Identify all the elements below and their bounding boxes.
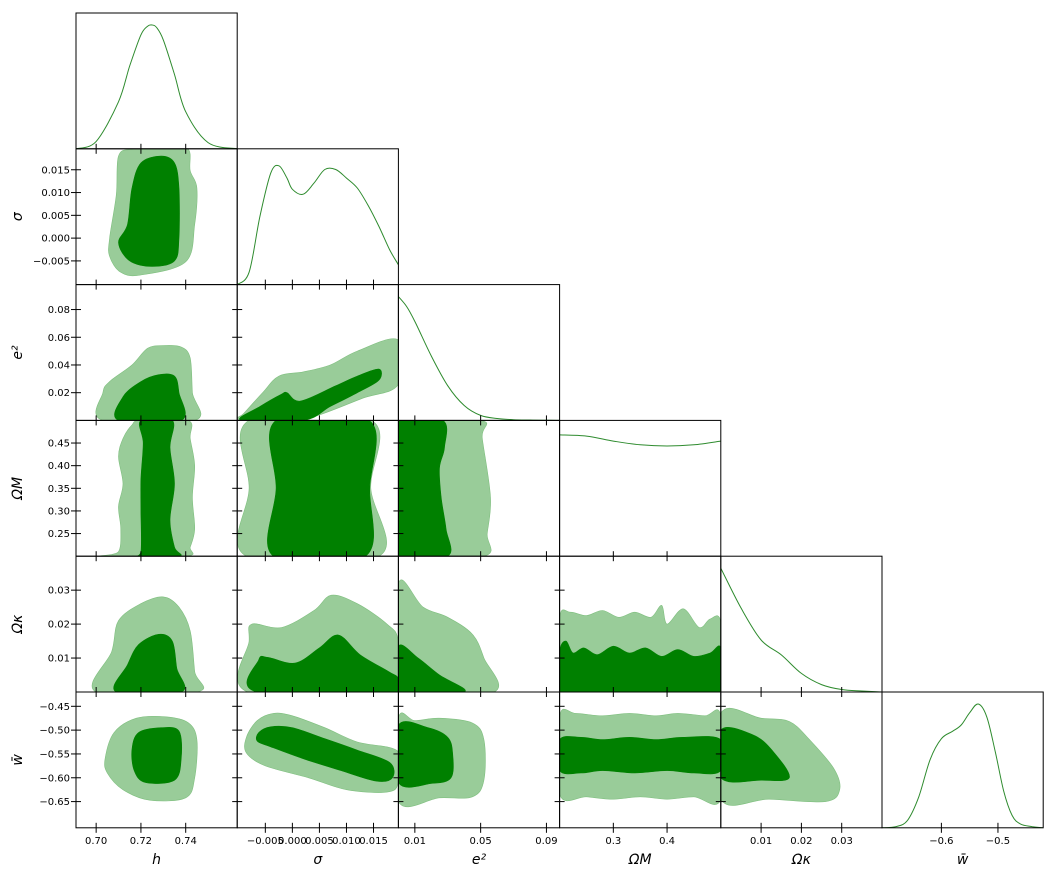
x-tick-label: −0.005 xyxy=(247,836,284,847)
contour-inner-region xyxy=(131,727,183,784)
x-tick-label: 0.03 xyxy=(831,836,853,847)
y-tick-label: 0.000 xyxy=(41,234,70,245)
panel-frame xyxy=(75,12,238,150)
y-tick-label: −0.50 xyxy=(39,726,70,737)
contour-sigma-vs-h xyxy=(108,148,198,277)
panel-frame xyxy=(559,419,722,557)
y-axis-label-omega_k: Ωκ xyxy=(10,614,26,635)
panel-frame xyxy=(397,284,561,421)
marginal-e2 xyxy=(398,296,560,421)
y-tick-label: 0.010 xyxy=(41,188,70,199)
y-tick-label: −0.45 xyxy=(39,702,70,713)
x-tick-label: 0.01 xyxy=(750,836,772,847)
contour-inner-region xyxy=(246,634,399,693)
y-tick-label: 0.35 xyxy=(48,484,70,495)
contour-inner-region xyxy=(559,736,721,775)
x-tick-label: 0.000 xyxy=(278,836,307,847)
contour-omega_k-vs-e2 xyxy=(398,579,500,693)
contour-w-vs-omega_k xyxy=(720,707,841,806)
contour-omega_m-vs-e2 xyxy=(398,420,492,557)
y-tick-label: 0.02 xyxy=(48,620,70,631)
x-axis-label-h: h xyxy=(152,852,161,868)
contour-w-vs-sigma xyxy=(244,712,399,793)
contour-inner-region xyxy=(239,368,382,421)
contour-e2-vs-sigma xyxy=(237,338,399,421)
contour-inner-region xyxy=(267,420,377,557)
y-tick-label: −0.005 xyxy=(33,256,70,267)
contour-inner-region xyxy=(118,155,180,267)
panel-frame xyxy=(881,691,1044,829)
y-tick-label: −0.60 xyxy=(39,773,70,784)
contour-e2-vs-h xyxy=(95,345,202,421)
y-tick-label: 0.01 xyxy=(48,654,70,665)
y-tick-label: 0.25 xyxy=(48,529,70,540)
x-tick-label: 0.05 xyxy=(470,836,492,847)
y-tick-label: 0.06 xyxy=(48,333,70,344)
y-tick-label: 0.015 xyxy=(41,165,70,176)
x-tick-label: 0.74 xyxy=(175,836,197,847)
y-tick-label: 0.08 xyxy=(48,305,70,316)
contour-w-vs-omega_m xyxy=(559,708,721,805)
marginal-omega_m xyxy=(559,434,721,447)
marginal-h xyxy=(76,24,238,149)
contour-omega_k-vs-omega_m xyxy=(559,605,721,693)
x-tick-label: −0.5 xyxy=(986,836,1010,847)
x-tick-label: 0.02 xyxy=(790,836,812,847)
x-axis-label-sigma: σ xyxy=(313,852,323,868)
y-tick-label: 0.30 xyxy=(48,506,70,517)
marginal-sigma xyxy=(237,164,399,285)
y-axis-label-omega_m: ΩM xyxy=(10,477,26,501)
x-tick-label: 0.01 xyxy=(404,836,426,847)
y-tick-label: 0.02 xyxy=(48,388,70,399)
contour-inner-region xyxy=(255,725,395,782)
y-axis-label-w: w̄ xyxy=(10,754,26,766)
contour-omega_m-vs-h xyxy=(99,420,196,557)
x-tick-label: 0.3 xyxy=(605,836,621,847)
y-tick-label: 0.04 xyxy=(48,360,70,371)
contour-inner-region xyxy=(398,644,466,693)
contour-inner-region xyxy=(398,420,452,557)
contour-omega_k-vs-h xyxy=(91,596,205,693)
y-tick-label: 0.40 xyxy=(48,461,70,472)
contour-omega_m-vs-sigma xyxy=(237,420,387,557)
x-axis-label-omega_m: ΩM xyxy=(628,852,652,868)
contour-w-vs-e2 xyxy=(398,712,486,808)
panel-frame xyxy=(720,555,883,693)
x-tick-label: 0.70 xyxy=(85,836,107,847)
x-axis-label-omega_k: Ωκ xyxy=(791,852,812,868)
x-tick-label: 0.4 xyxy=(659,836,675,847)
x-tick-label: 0.015 xyxy=(359,836,388,847)
contour-omega_k-vs-sigma xyxy=(237,594,399,693)
marginal-omega_k xyxy=(720,567,882,693)
contour-w-vs-h xyxy=(104,715,198,802)
y-tick-label: −0.55 xyxy=(39,749,70,760)
y-axis-label-e2: e² xyxy=(10,345,26,360)
contour-inner-region xyxy=(398,721,454,788)
x-tick-label: 0.005 xyxy=(305,836,334,847)
x-axis-label-w: w̄ xyxy=(957,852,969,868)
x-axis-label-e2: e² xyxy=(472,852,487,868)
marginal-w xyxy=(882,703,1044,828)
x-tick-label: 0.010 xyxy=(332,836,361,847)
y-tick-label: 0.005 xyxy=(41,211,70,222)
y-axis-label-sigma: σ xyxy=(10,211,26,221)
y-tick-label: −0.65 xyxy=(39,797,70,808)
y-tick-label: 0.03 xyxy=(48,586,70,597)
x-tick-label: 0.09 xyxy=(535,836,557,847)
y-tick-label: 0.45 xyxy=(48,439,70,450)
x-tick-label: −0.6 xyxy=(929,836,953,847)
x-tick-label: 0.72 xyxy=(130,836,152,847)
